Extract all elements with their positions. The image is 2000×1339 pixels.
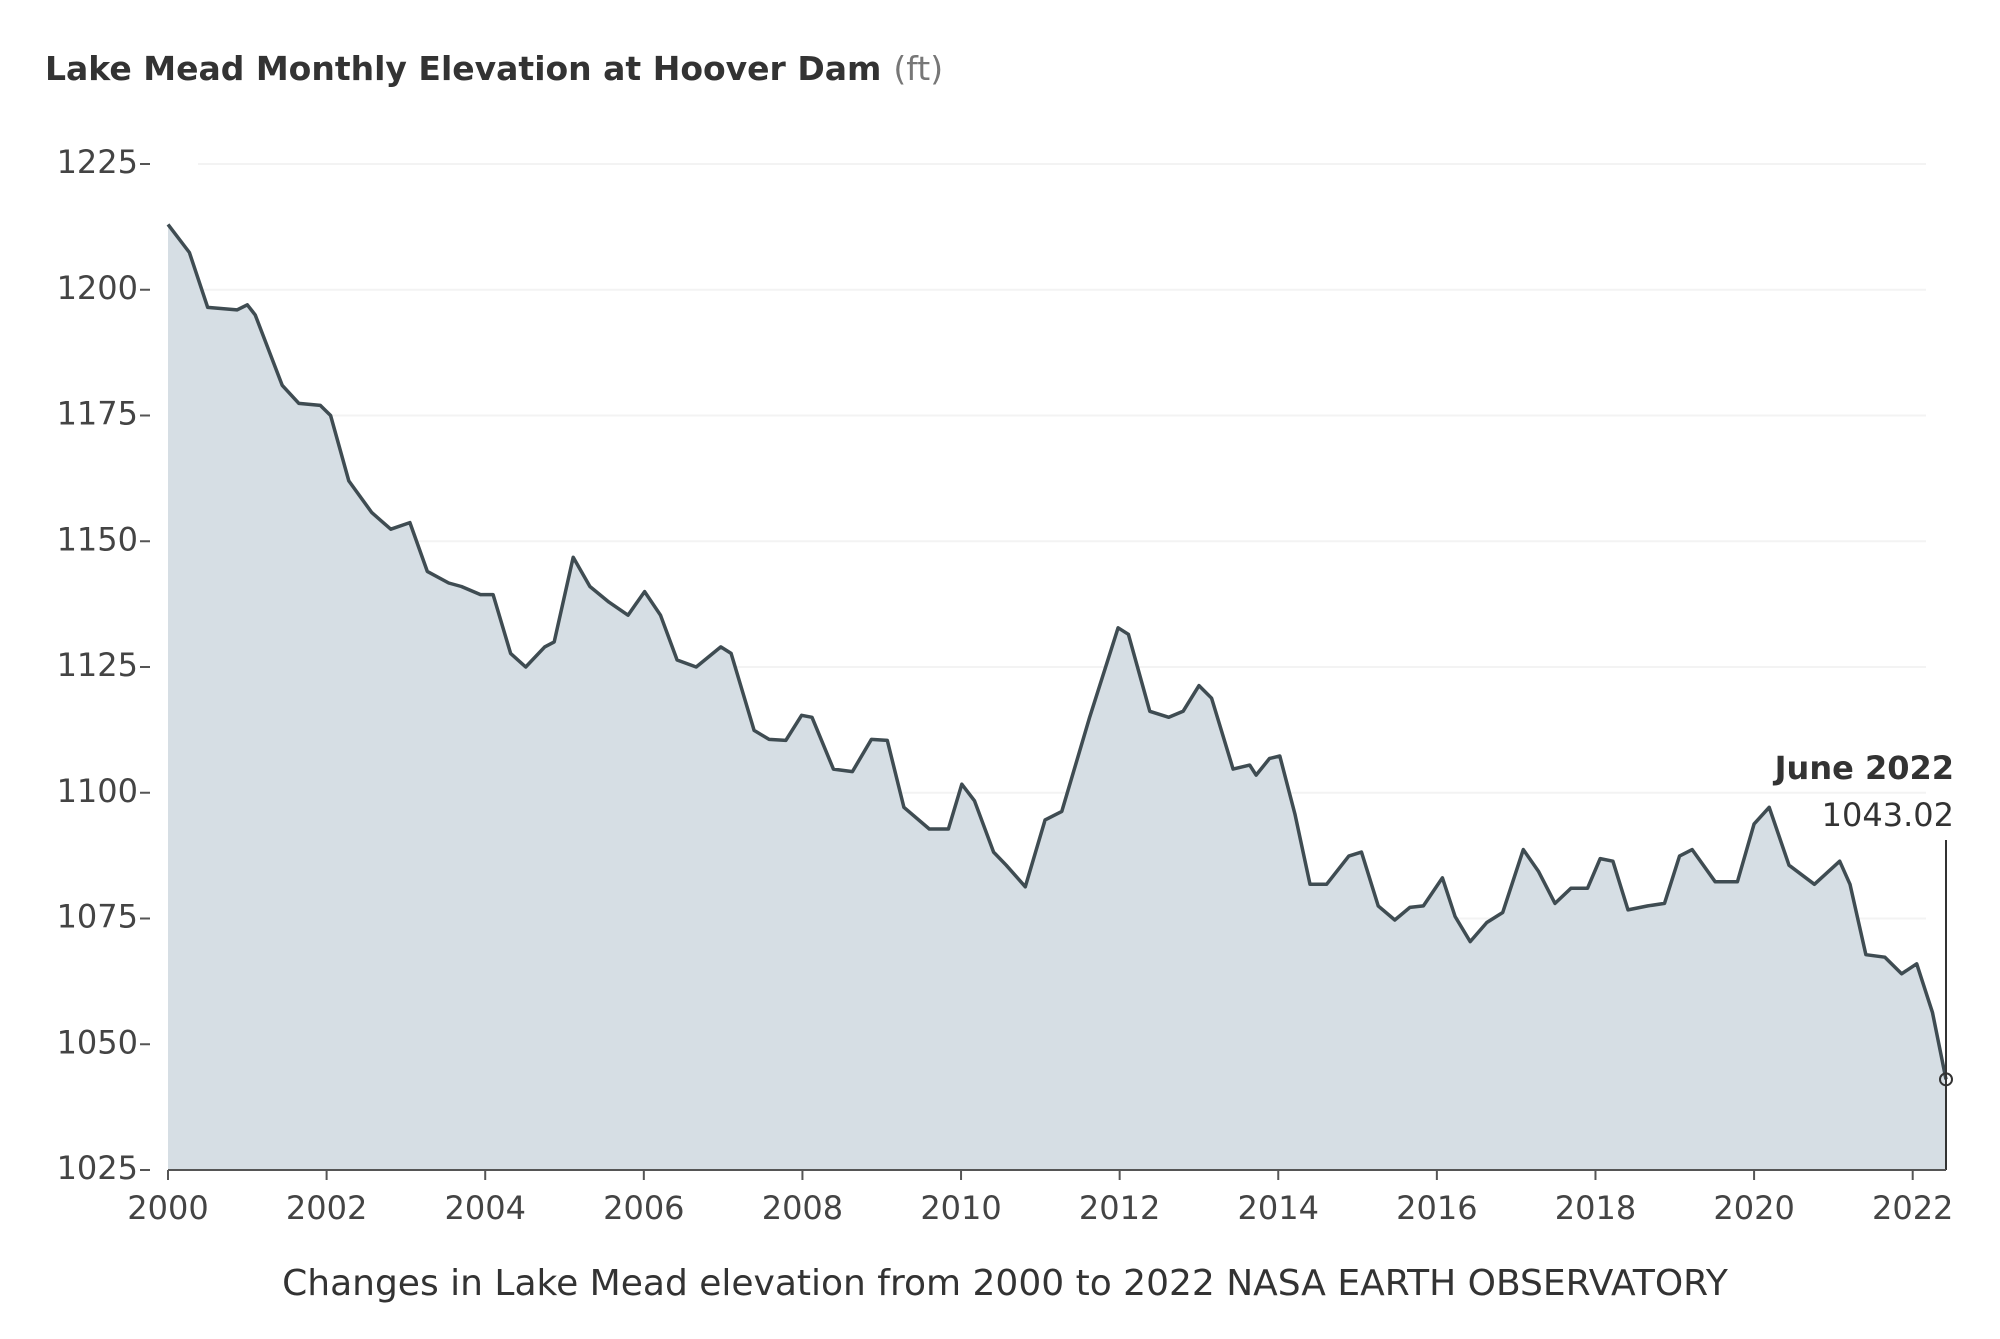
x-tick-label: 2000	[127, 1189, 208, 1227]
x-tick-label: 2016	[1396, 1189, 1477, 1227]
title-text: Lake Mead Monthly Elevation at Hoover Da…	[45, 49, 881, 88]
value-label: 1043.02	[1822, 796, 1954, 834]
y-tick-label: 1125	[57, 646, 138, 684]
y-tick-label: 1200	[57, 269, 138, 307]
x-tick-label: 2008	[762, 1189, 843, 1227]
line	[166, 223, 1948, 1080]
x-tick-label: 2002	[286, 1189, 367, 1227]
last-point	[1939, 1072, 1953, 1087]
y-tick-label: 1100	[57, 772, 138, 810]
y-tick-label: 1150	[57, 520, 138, 558]
y-tick-label: 1075	[57, 898, 138, 936]
y-tick-label: 1050	[57, 1023, 138, 1061]
chart-title: Lake Mead Monthly Elevation at Hoover Da…	[45, 49, 943, 88]
y-tick-label: 1175	[57, 395, 138, 433]
x-tick-label: 2014	[1238, 1189, 1319, 1227]
x-tick-label: 2004	[444, 1189, 525, 1227]
y-tick-label: 1225	[57, 143, 138, 181]
x-tick-label: 2022	[1872, 1189, 1953, 1227]
area	[168, 224, 1946, 1170]
y-tick-label: 1025	[57, 1149, 138, 1187]
x-tick-label: 2006	[603, 1189, 684, 1227]
annotation-title: June 2022	[1773, 749, 1954, 787]
unit-text: (ft)	[893, 49, 943, 88]
x-tick-label: 2010	[920, 1189, 1001, 1227]
x-tick-label: 2012	[1079, 1189, 1160, 1227]
caption: Changes in Lake Mead elevation from 2000…	[282, 1263, 1729, 1304]
x-tick-label: 2020	[1713, 1189, 1794, 1227]
x-tick-label: 2018	[1555, 1189, 1636, 1227]
